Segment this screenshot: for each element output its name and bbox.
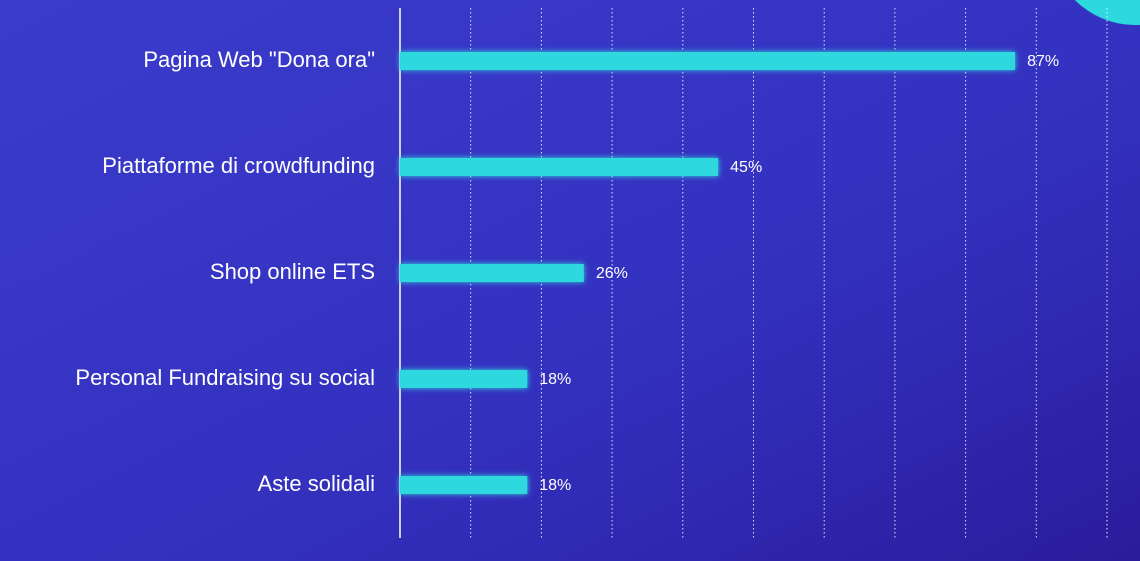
value-label: 26% bbox=[596, 265, 628, 282]
bar bbox=[400, 370, 528, 388]
y-tick-label: Piattaforme di crowdfunding bbox=[102, 153, 375, 178]
bar bbox=[400, 158, 719, 176]
y-tick-label: Personal Fundraising su social bbox=[75, 365, 375, 390]
value-label: 45% bbox=[730, 159, 762, 176]
bar bbox=[400, 264, 584, 282]
value-label: 87% bbox=[1027, 53, 1059, 70]
bar bbox=[400, 52, 1016, 70]
y-tick-label: Pagina Web "Dona ora" bbox=[143, 47, 375, 72]
y-tick-label: Aste solidali bbox=[258, 471, 375, 496]
value-label: 18% bbox=[539, 371, 571, 388]
y-tick-label: Shop online ETS bbox=[210, 259, 375, 284]
value-label: 18% bbox=[539, 477, 571, 494]
bar bbox=[400, 476, 528, 494]
